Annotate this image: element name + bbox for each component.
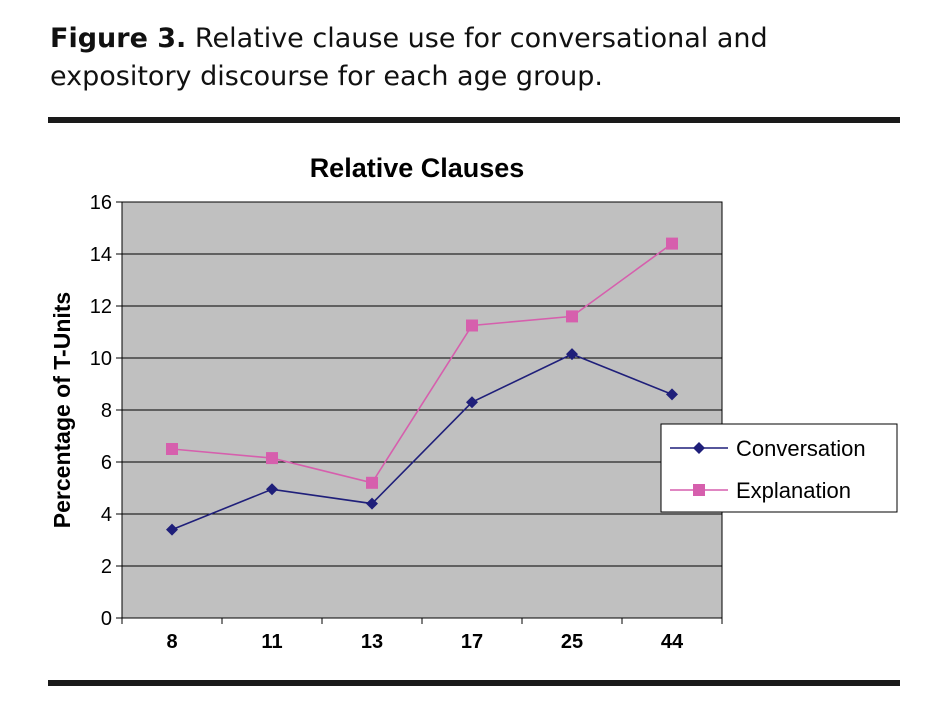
y-tick-label: 10	[90, 348, 112, 370]
x-tick-label: 13	[361, 631, 383, 653]
legend-label: Explanation	[736, 478, 851, 503]
x-axis: 8 11 13 17 25 44	[121, 617, 723, 653]
x-tick-label: 17	[461, 631, 483, 653]
data-point	[566, 348, 578, 361]
data-point	[466, 396, 478, 409]
y-tick-label: 2	[101, 556, 112, 578]
data-point	[666, 388, 678, 401]
series-explanation	[166, 237, 678, 489]
data-point	[166, 443, 178, 455]
y-tick-label: 6	[101, 452, 112, 474]
series-conversation	[166, 348, 678, 536]
data-point	[266, 452, 278, 465]
y-tick-label: 14	[90, 244, 112, 266]
data-point	[466, 319, 478, 332]
top-rule	[48, 117, 900, 123]
bottom-rule	[48, 680, 900, 686]
figure-caption-label: Figure 3.	[50, 23, 187, 54]
legend-entry: Conversation	[670, 436, 866, 461]
data-point	[666, 237, 678, 250]
data-point	[166, 523, 178, 536]
series-layer	[166, 237, 678, 536]
data-point	[366, 476, 378, 489]
data-point	[366, 497, 378, 510]
chart-title: Relative Clauses	[310, 153, 525, 183]
legend-label: Conversation	[736, 436, 866, 461]
x-tick-label: 11	[261, 631, 282, 653]
y-tick-label: 16	[90, 192, 112, 214]
series-line	[171, 242, 673, 484]
legend-entry: Explanation	[670, 478, 851, 503]
y-tick-label: 4	[101, 504, 112, 526]
x-tick-label: 8	[166, 631, 177, 653]
y-axis: 0 2 4 6 8 10 12 14 16	[90, 192, 123, 630]
y-tick-label: 0	[101, 608, 112, 630]
legend-box	[660, 423, 898, 513]
gridlines	[122, 253, 722, 567]
legend-marker	[693, 484, 705, 496]
legend: Conversation Explanation	[660, 423, 898, 513]
series-line	[171, 353, 673, 531]
data-point	[266, 483, 278, 496]
y-tick-label: 12	[90, 296, 112, 318]
figure-caption-text: Relative clause use for conversational a…	[50, 23, 768, 92]
x-tick-label: 25	[561, 631, 583, 653]
legend-marker	[693, 442, 705, 454]
y-axis-label: Percentage of T-Units	[49, 292, 75, 528]
data-point	[566, 310, 578, 323]
x-tick-label: 44	[661, 631, 684, 653]
y-tick-label: 8	[101, 400, 112, 422]
figure-caption: Figure 3. Relative clause use for conver…	[50, 20, 910, 96]
